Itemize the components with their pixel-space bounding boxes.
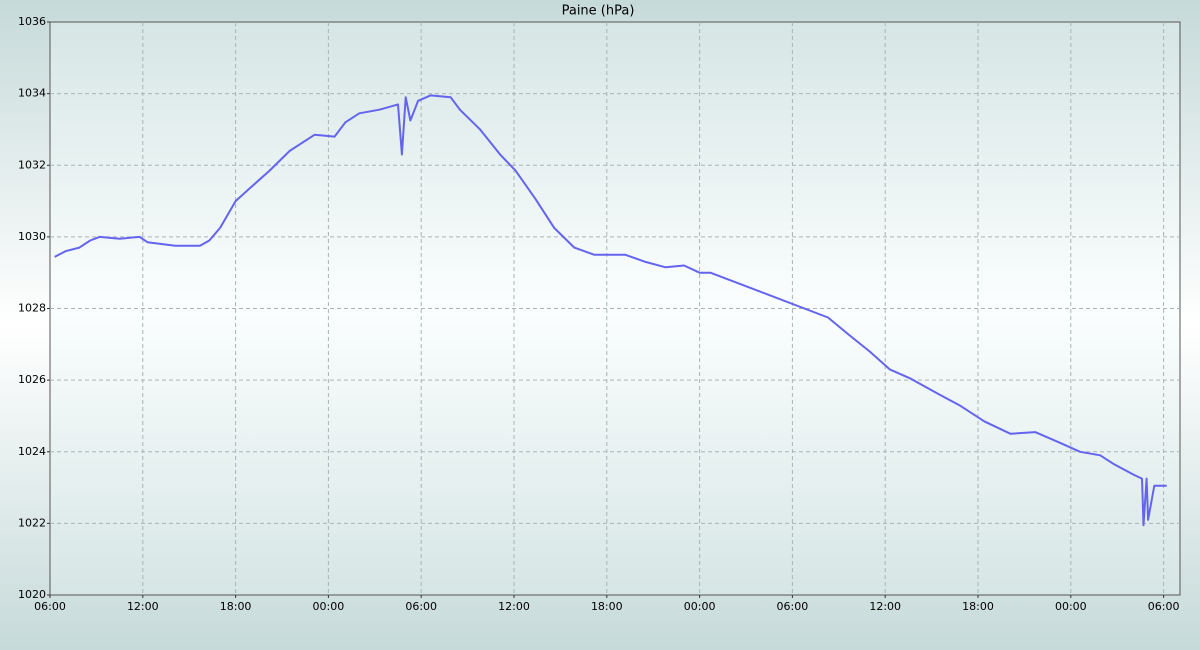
x-tick-label: 06:00 <box>1148 600 1180 613</box>
x-tick-label: 18:00 <box>591 600 623 613</box>
x-tick-label: 12:00 <box>869 600 901 613</box>
y-tick-label: 1024 <box>18 445 46 458</box>
x-tick-label: 12:00 <box>127 600 159 613</box>
x-tick-label: 18:00 <box>220 600 252 613</box>
x-tick-label: 12:00 <box>498 600 530 613</box>
y-tick-label: 1026 <box>18 373 46 386</box>
y-tick-label: 1036 <box>18 15 46 28</box>
x-tick-label: 00:00 <box>1055 600 1087 613</box>
x-tick-label: 00:00 <box>313 600 345 613</box>
y-tick-label: 1030 <box>18 230 46 243</box>
x-tick-label: 06:00 <box>405 600 437 613</box>
x-tick-label: 18:00 <box>962 600 994 613</box>
x-tick-label: 06:00 <box>34 600 66 613</box>
y-tick-label: 1022 <box>18 516 46 529</box>
x-tick-label: 06:00 <box>777 600 809 613</box>
x-tick-label: 00:00 <box>684 600 716 613</box>
chart-title: Paine (hPa) <box>562 4 635 19</box>
y-tick-label: 1020 <box>18 588 46 601</box>
y-tick-label: 1028 <box>18 302 46 315</box>
y-tick-label: 1032 <box>18 158 46 171</box>
data-line <box>54 94 1167 527</box>
y-tick-label: 1034 <box>18 87 46 100</box>
